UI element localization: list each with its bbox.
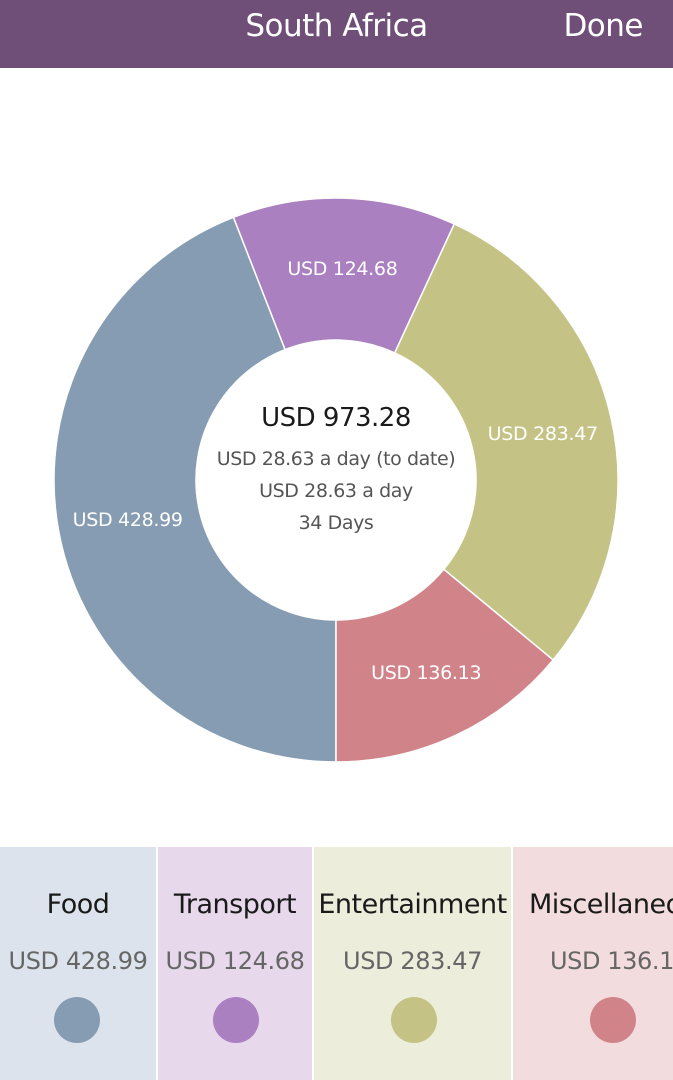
category-card-entertainment[interactable]: Entertainment USD 283.47 (312, 847, 511, 1080)
slice-label-food: USD 428.99 (73, 509, 183, 531)
donut-chart-svg: USD 428.99 USD 124.68 USD 283.47 USD 136.13… (53, 197, 619, 763)
category-amount: USD 283.47 (343, 947, 482, 975)
trip-days: 34 Days (299, 512, 374, 534)
expense-donut-chart: USD 428.99 USD 124.68 USD 283.47 USD 136.13… (0, 68, 673, 848)
slice-label-transport: USD 124.68 (287, 258, 397, 280)
category-name: Transport (173, 889, 297, 920)
done-button[interactable]: Done (563, 8, 643, 44)
category-card-transport[interactable]: Transport USD 124.68 (156, 847, 312, 1080)
category-color-dot (213, 997, 259, 1043)
slice-food[interactable] (53, 216, 337, 763)
category-card-miscellaneous[interactable]: Miscellaneous USD 136.13 (511, 847, 673, 1080)
daily-average: USD 28.63 a day (259, 480, 413, 502)
category-color-dot (590, 997, 636, 1043)
donut-center (196, 340, 476, 620)
slice-label-miscellaneous: USD 136.13 (371, 662, 481, 684)
category-name: Food (46, 889, 110, 920)
category-cards: Food USD 428.99 Transport USD 124.68 Ent… (0, 847, 673, 1080)
category-amount: USD 124.68 (165, 947, 305, 975)
total-spent: USD 973.28 (261, 403, 411, 433)
category-name: Entertainment (318, 889, 507, 920)
category-color-dot (54, 997, 100, 1043)
category-amount: USD 428.99 (8, 947, 148, 975)
category-card-food[interactable]: Food USD 428.99 (0, 847, 156, 1080)
page-title: South Africa (245, 8, 428, 44)
slice-label-entertainment: USD 283.47 (488, 423, 598, 445)
category-amount: USD 136.13 (550, 947, 673, 975)
category-color-dot (391, 997, 437, 1043)
daily-average-to-date: USD 28.63 a day (to date) (217, 448, 456, 470)
category-name: Miscellaneous (529, 889, 673, 920)
navigation-bar: South Africa Done (0, 0, 673, 68)
